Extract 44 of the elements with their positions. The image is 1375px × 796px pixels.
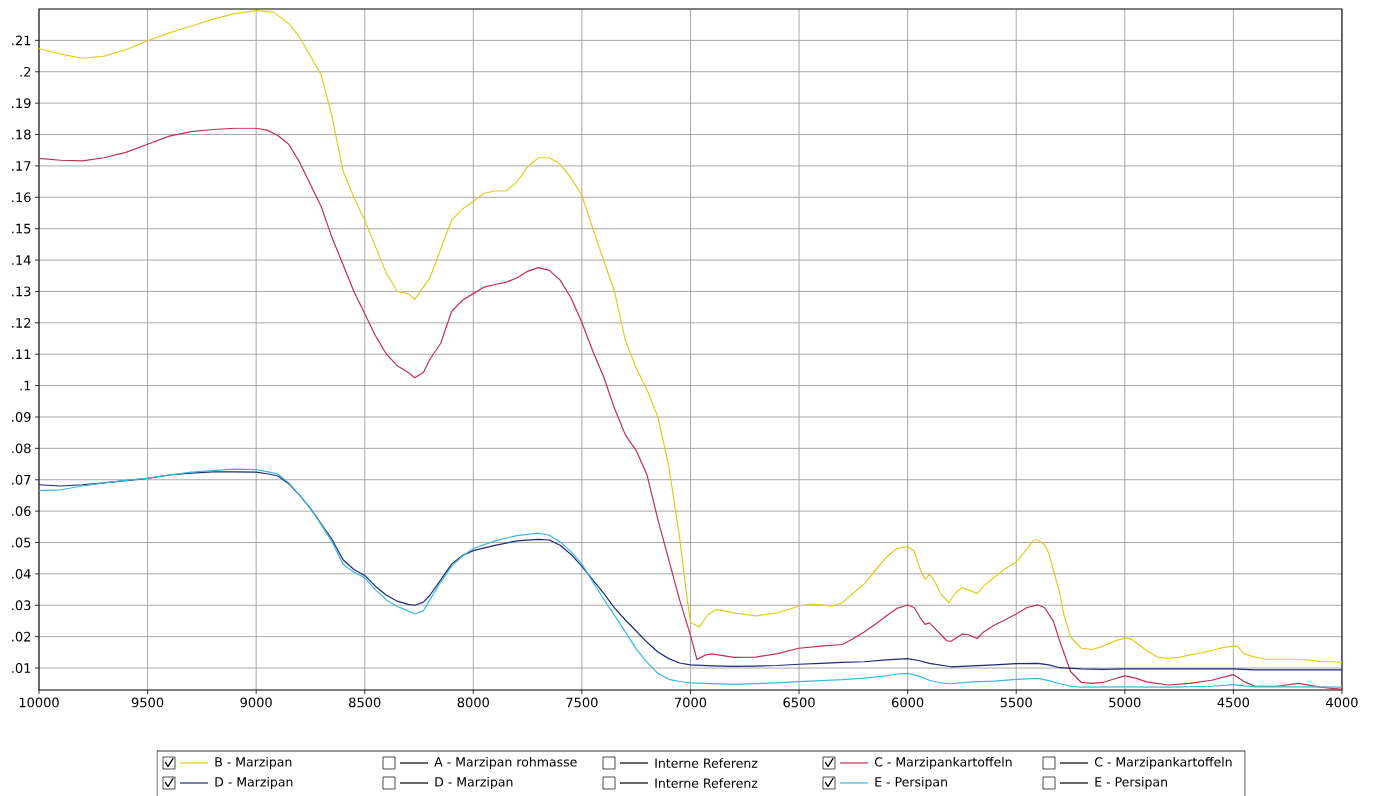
- x-tick-label: 5500: [1000, 697, 1032, 708]
- x-tick-label: 10000: [19, 697, 59, 708]
- y-tick-label: .16: [12, 192, 31, 203]
- legend-label: C - Marzipankartoffeln: [874, 756, 1012, 770]
- y-tick-label: .17: [12, 161, 31, 171]
- legend-label: E - Persipan: [875, 776, 947, 790]
- y-tick-label: .06: [12, 506, 31, 517]
- y-tick-label: .13: [12, 286, 31, 297]
- y-tick-label: .19: [12, 98, 31, 109]
- y-tick-label: .09: [12, 412, 31, 422]
- y-tick-label: .08: [12, 443, 31, 454]
- legend-label: E - Persipan: [1095, 776, 1167, 790]
- y-tick-label: .07: [12, 474, 31, 485]
- y-tick-label: .12: [12, 318, 31, 328]
- y-tick-label: .14: [12, 255, 31, 265]
- y-tick-label: .2: [20, 66, 31, 77]
- x-tick-label: 6500: [783, 697, 815, 708]
- y-tick-label: .01: [12, 663, 31, 673]
- y-tick-label: .21: [12, 35, 31, 46]
- x-tick-label: 7000: [675, 697, 707, 708]
- y-tick-label: .18: [12, 129, 31, 140]
- x-tick-label: 4500: [1217, 697, 1250, 708]
- y-tick-label: .05: [12, 537, 31, 548]
- legend-label: D - Marzipan: [215, 776, 293, 790]
- legend-label: C - Marzipankartoffeln: [1094, 756, 1232, 770]
- x-tick-label: 8500: [349, 697, 381, 708]
- y-tick-label: .04: [12, 568, 31, 579]
- x-tick-label: 5000: [1109, 697, 1141, 708]
- y-tick-label: .1: [20, 380, 31, 391]
- legend-label: B - Marzipan: [215, 756, 292, 770]
- x-tick-label: 4000: [1326, 697, 1358, 708]
- x-tick-label: 6000: [892, 697, 924, 708]
- x-tick-label: 8000: [457, 697, 489, 708]
- x-tick-label: 7500: [566, 697, 598, 708]
- legend-label: A - Marzipan rohmasse: [434, 756, 577, 770]
- y-tick-label: .03: [12, 600, 31, 611]
- y-tick-label: .11: [12, 349, 31, 359]
- legend-label: Interne Referenz: [655, 758, 758, 768]
- x-tick-label: 9000: [240, 697, 272, 708]
- y-tick-label: .02: [12, 631, 31, 642]
- x-tick-label: 9500: [131, 697, 164, 708]
- y-tick-label: .15: [12, 223, 31, 234]
- legend-label: D - Marzipan: [435, 776, 513, 790]
- legend-label: Interne Referenz: [655, 778, 758, 788]
